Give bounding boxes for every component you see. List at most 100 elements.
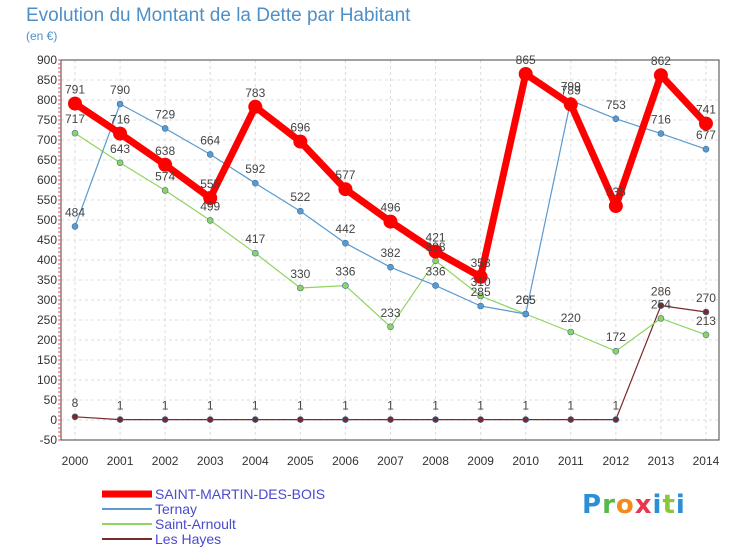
data-label-saint-arnoult: 220 <box>561 311 581 325</box>
data-label-saint-martin-des-bois: 862 <box>651 54 671 68</box>
data-point-saint-arnoult <box>116 159 124 167</box>
data-point-les-hayes <box>702 308 710 316</box>
data-point-les-hayes <box>206 416 214 423</box>
data-point-ternay <box>477 302 484 310</box>
plot-area <box>61 60 719 440</box>
data-point-saint-arnoult <box>657 315 665 322</box>
data-point-ternay <box>297 207 304 215</box>
data-label-les-hayes: 1 <box>432 399 439 413</box>
legend-label-saint-arnoult: Saint-Arnoult <box>155 516 236 532</box>
data-point-saint-martin-des-bois <box>113 126 128 141</box>
proxiti-logo: Proxiti <box>582 490 686 520</box>
data-label-saint-martin-des-bois: 783 <box>245 86 265 100</box>
x-tick-label: 2013 <box>648 454 675 468</box>
data-label-ternay: 265 <box>516 293 536 307</box>
data-point-saint-martin-des-bois <box>338 182 353 197</box>
data-label-les-hayes: 1 <box>252 399 259 413</box>
data-label-saint-arnoult: 265 <box>516 293 536 307</box>
data-point-les-hayes <box>567 416 575 423</box>
data-point-saint-arnoult <box>206 217 214 224</box>
data-point-les-hayes <box>251 416 259 423</box>
data-label-saint-martin-des-bois: 496 <box>380 201 400 215</box>
data-point-les-hayes <box>522 416 530 423</box>
data-point-ternay <box>657 130 665 137</box>
data-label-ternay: 285 <box>471 285 491 299</box>
data-label-ternay: 664 <box>200 133 220 147</box>
data-label-saint-arnoult: 172 <box>606 330 626 344</box>
chart-title: Evolution du Montant de la Dette par Hab… <box>26 5 411 26</box>
data-label-ternay: 484 <box>65 205 85 219</box>
data-point-les-hayes <box>342 416 349 423</box>
data-label-les-hayes: 1 <box>297 399 304 413</box>
data-label-les-hayes: 1 <box>162 399 169 413</box>
data-label-saint-martin-des-bois: 741 <box>696 103 716 117</box>
data-point-ternay <box>161 125 169 132</box>
data-label-ternay: 799 <box>561 79 581 93</box>
data-point-ternay <box>612 115 620 123</box>
data-label-saint-arnoult: 717 <box>65 112 85 126</box>
data-label-les-hayes: 1 <box>207 399 214 413</box>
x-tick-label: 2014 <box>693 454 720 468</box>
data-label-les-hayes: 8 <box>72 396 79 410</box>
data-point-les-hayes <box>657 302 665 309</box>
data-label-saint-martin-des-bois: 865 <box>516 53 536 67</box>
y-tick-label: 700 <box>37 133 57 147</box>
data-label-saint-martin-des-bois: 535 <box>606 185 626 199</box>
data-label-ternay: 677 <box>696 128 716 142</box>
data-point-saint-arnoult <box>432 257 439 265</box>
data-point-ternay <box>432 282 439 289</box>
data-point-saint-arnoult <box>702 331 710 339</box>
data-label-ternay: 592 <box>245 162 265 176</box>
data-point-ternay <box>206 151 214 158</box>
data-point-saint-arnoult <box>251 249 259 257</box>
data-label-saint-martin-des-bois: 789 <box>561 83 581 97</box>
data-point-saint-martin-des-bois <box>293 134 308 149</box>
y-tick-label: 900 <box>37 53 57 67</box>
data-point-saint-martin-des-bois <box>473 269 488 284</box>
data-point-saint-arnoult <box>342 282 349 289</box>
data-point-ternay <box>71 223 79 230</box>
data-point-ternay <box>522 310 530 318</box>
x-tick-label: 2011 <box>558 454 584 468</box>
data-point-ternay <box>251 179 259 187</box>
data-label-saint-martin-des-bois: 638 <box>155 144 175 158</box>
x-tick-label: 2009 <box>467 454 494 468</box>
data-label-saint-arnoult: 254 <box>651 297 671 311</box>
data-point-saint-martin-des-bois <box>563 97 578 112</box>
data-label-saint-arnoult: 643 <box>110 142 130 156</box>
data-point-les-hayes <box>387 416 394 423</box>
y-tick-label: 50 <box>44 393 58 407</box>
y-tick-label: 750 <box>37 113 57 127</box>
data-label-ternay: 336 <box>426 265 446 279</box>
data-label-les-hayes: 1 <box>522 399 529 413</box>
data-point-saint-arnoult <box>161 187 169 194</box>
data-label-les-hayes: 1 <box>117 399 124 413</box>
data-point-les-hayes <box>71 413 79 421</box>
y-tick-label: 450 <box>37 233 57 247</box>
plot-border <box>60 59 720 441</box>
data-label-les-hayes: 1 <box>477 399 484 413</box>
x-tick-label: 2002 <box>152 454 179 468</box>
y-tick-label: 200 <box>37 333 57 347</box>
legend-label-les-hayes: Les Hayes <box>155 531 221 547</box>
data-point-saint-martin-des-bois <box>608 199 623 213</box>
data-point-saint-arnoult <box>477 292 484 300</box>
y-tick-label: 400 <box>37 253 57 267</box>
y-tick-label: 800 <box>37 93 57 107</box>
data-point-ternay <box>116 100 124 108</box>
y-tick-label: 650 <box>37 153 57 167</box>
x-tick-label: 2003 <box>197 454 224 468</box>
data-label-saint-martin-des-bois: 358 <box>471 256 491 270</box>
data-point-saint-arnoult <box>387 323 394 331</box>
data-label-saint-arnoult: 574 <box>155 169 175 183</box>
y-tick-label: 550 <box>37 193 57 207</box>
data-point-saint-martin-des-bois <box>203 191 218 205</box>
y-tick-label: 0 <box>50 413 57 427</box>
data-label-saint-arnoult: 417 <box>245 232 265 246</box>
data-label-les-hayes: 286 <box>651 285 671 299</box>
data-point-saint-arnoult <box>71 129 79 137</box>
data-label-saint-martin-des-bois: 555 <box>200 177 220 191</box>
legend-label-saint-martin-des-bois: SAINT-MARTIN-DES-BOIS <box>155 486 325 502</box>
y-tick-label: 100 <box>37 373 57 387</box>
data-label-ternay: 442 <box>335 222 355 236</box>
